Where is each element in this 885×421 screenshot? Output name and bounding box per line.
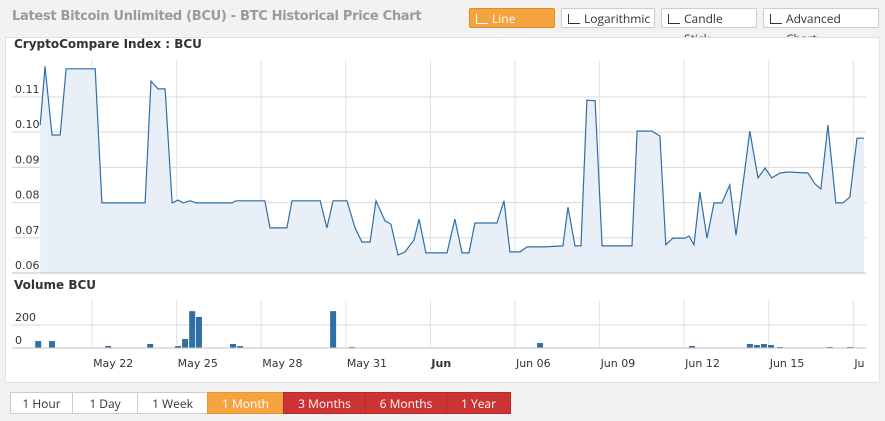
- x-tick-label: May 28: [262, 357, 302, 370]
- volume-bar: [49, 341, 56, 348]
- y-tick-label: 0.06: [15, 259, 40, 272]
- volume-bar: [147, 343, 154, 348]
- x-tick-label: Jun 15: [769, 357, 805, 370]
- y-tick-label: 0.08: [15, 189, 40, 202]
- y-tick-label: 0.11: [15, 83, 40, 96]
- x-tick-label: May 31: [347, 357, 387, 370]
- volume-bar: [105, 346, 112, 348]
- range-button[interactable]: 1 Hour: [10, 392, 73, 414]
- volume-bar: [826, 346, 833, 348]
- x-tick-label: Jun: [430, 357, 451, 370]
- volume-bar: [175, 346, 182, 348]
- x-tick-label: Jun 12: [684, 357, 720, 370]
- volume-bar: [753, 345, 760, 348]
- volume-bar: [230, 343, 237, 348]
- y-tick-label: 0.10: [15, 118, 40, 131]
- x-tick-label: Jun 09: [600, 357, 636, 370]
- y-tick-label: 0.07: [15, 224, 40, 237]
- y-tick-label: 200: [15, 311, 36, 324]
- y-tick-label: 0: [15, 334, 22, 347]
- y-tick-label: 0.09: [15, 153, 40, 166]
- volume-bar: [35, 341, 42, 348]
- logarithmic-button[interactable]: Logarithmic: [561, 8, 655, 28]
- range-button[interactable]: 1 Week: [137, 392, 208, 414]
- volume-bar: [195, 316, 202, 348]
- volume-bar: [349, 346, 356, 348]
- volume-bar: [537, 343, 544, 348]
- volume-bar: [689, 346, 696, 348]
- header-title: Latest Bitcoin Unlimited (BCU) - BTC His…: [12, 9, 422, 24]
- x-tick-label: May 22: [93, 357, 133, 370]
- x-tick-label: May 25: [178, 357, 218, 370]
- volume-bar: [237, 346, 244, 348]
- range-button[interactable]: 1 Year: [446, 392, 511, 414]
- line: [39, 66, 864, 256]
- volume-bar: [767, 345, 774, 348]
- range-button[interactable]: 6 Months: [365, 392, 447, 414]
- chart-title: CryptoCompare Index : BCU: [14, 37, 202, 51]
- volume-bar: [777, 346, 784, 348]
- area: [40, 66, 864, 273]
- volume-bar: [330, 311, 337, 348]
- volume-bar: [189, 311, 196, 348]
- x-tick-label: Jun 06: [515, 357, 551, 370]
- chart: CryptoCompare Index : BCU 0.06 0.07 0.08 0.0…: [12, 37, 866, 370]
- range-button[interactable]: 1 Month: [207, 392, 284, 414]
- volume-bar: [182, 339, 189, 348]
- chart-title: Volume BCU: [14, 278, 96, 292]
- range-button[interactable]: 3 Months: [283, 392, 366, 414]
- volume-bar: [846, 346, 853, 348]
- volume-bar: [760, 343, 767, 348]
- range-button[interactable]: 1 Day: [72, 392, 138, 414]
- volume-bar: [746, 343, 753, 348]
- x-tick-label: Ju: [853, 357, 864, 370]
- candle-stick-button[interactable]: Candle Stick: [661, 8, 757, 47]
